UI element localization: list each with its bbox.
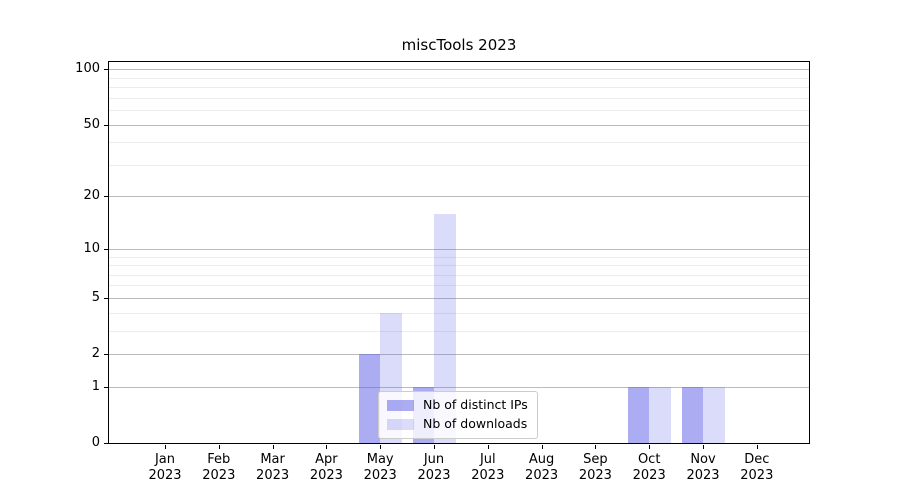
x-tick-mark xyxy=(218,445,220,449)
x-tick-mark xyxy=(434,445,435,449)
y-tick-mark xyxy=(104,443,108,444)
minor-gridline xyxy=(108,97,810,99)
minor-gridline xyxy=(108,142,810,144)
bar-nov-distinct-ips xyxy=(681,386,703,444)
y-tick-mark xyxy=(104,248,108,250)
bar-oct-distinct-ips xyxy=(627,386,650,444)
x-tick-mark xyxy=(165,445,166,449)
legend-item-distinct-ips: Nb of distinct IPs xyxy=(387,397,528,413)
minor-gridline xyxy=(108,164,810,166)
y-tick-mark xyxy=(104,124,108,126)
minor-gridline xyxy=(108,87,810,89)
bar-nov-downloads xyxy=(703,386,725,444)
minor-gridline xyxy=(108,265,810,267)
x-tick-label-nov: Nov 2023 xyxy=(686,452,720,483)
y-tick-label: 10 xyxy=(83,240,100,256)
minor-gridline xyxy=(108,312,810,314)
x-tick-label-jun: Jun 2023 xyxy=(417,452,451,483)
x-tick-mark xyxy=(703,445,704,449)
x-tick-mark xyxy=(595,445,597,449)
legend-swatch-distinct-ips-icon xyxy=(387,399,414,411)
chart-title: miscTools 2023 xyxy=(401,36,517,54)
legend-swatch-downloads-icon xyxy=(387,418,414,430)
x-tick-mark xyxy=(380,445,382,449)
major-gridline xyxy=(108,196,810,198)
y-tick-label: 20 xyxy=(83,188,100,204)
x-tick-mark xyxy=(541,445,543,449)
y-tick-mark xyxy=(104,386,108,388)
x-tick-label-apr: Apr 2023 xyxy=(309,452,343,483)
major-gridline xyxy=(108,124,810,126)
bar-jun-downloads xyxy=(434,213,456,444)
legend-label-distinct-ips: Nb of distinct IPs xyxy=(423,397,528,412)
x-tick-mark xyxy=(326,445,328,449)
y-tick-label: 50 xyxy=(83,116,100,132)
minor-gridline xyxy=(108,77,810,79)
x-tick-label-mar: Mar 2023 xyxy=(256,452,290,483)
minor-gridline xyxy=(108,285,810,287)
major-gridline xyxy=(108,297,810,299)
minor-gridline xyxy=(108,330,810,332)
x-tick-label-feb: Feb 2023 xyxy=(202,452,236,483)
x-tick-mark xyxy=(649,445,651,449)
x-tick-label-oct: Oct 2023 xyxy=(632,452,666,483)
x-tick-mark xyxy=(487,445,489,449)
y-tick-label: 2 xyxy=(91,346,100,362)
bar-may-distinct-ips xyxy=(358,354,381,444)
x-tick-label-may: May 2023 xyxy=(363,452,397,483)
y-tick-label: 5 xyxy=(91,289,100,305)
y-tick-mark xyxy=(104,297,108,299)
major-gridline xyxy=(108,386,810,388)
major-gridline xyxy=(108,69,810,71)
x-tick-mark xyxy=(756,445,758,449)
x-tick-mark xyxy=(272,445,274,449)
x-tick-label-dec: Dec 2023 xyxy=(740,452,774,483)
legend-label-downloads: Nb of downloads xyxy=(423,416,528,431)
y-tick-label: 1 xyxy=(91,378,100,394)
y-tick-mark xyxy=(104,354,108,356)
y-tick-label: 100 xyxy=(75,61,100,77)
x-tick-label-aug: Aug 2023 xyxy=(525,452,559,483)
legend: Nb of distinct IPs Nb of downloads xyxy=(378,391,538,439)
legend-item-downloads: Nb of downloads xyxy=(387,416,528,432)
bars-layer xyxy=(108,61,810,444)
y-tick-mark xyxy=(104,69,108,71)
major-gridline xyxy=(108,248,810,250)
x-tick-label-jul: Jul 2023 xyxy=(471,452,505,483)
y-tick-mark xyxy=(104,196,108,198)
bar-oct-downloads xyxy=(649,386,671,444)
minor-gridline xyxy=(108,110,810,112)
minor-gridline xyxy=(108,274,810,276)
major-gridline xyxy=(108,354,810,356)
x-tick-label-jan: Jan 2023 xyxy=(148,452,182,483)
x-tick-label-sep: Sep 2023 xyxy=(578,452,612,483)
minor-gridline xyxy=(108,256,810,258)
y-tick-label: 0 xyxy=(91,435,100,450)
